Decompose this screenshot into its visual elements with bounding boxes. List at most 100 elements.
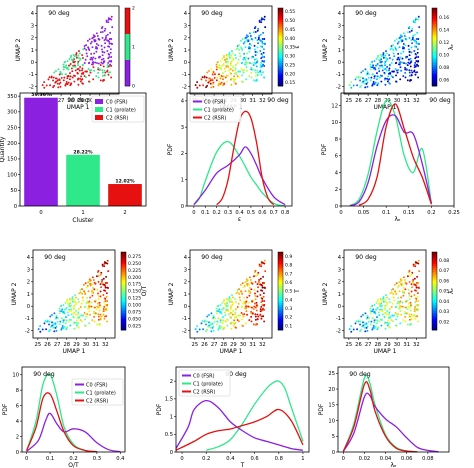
data-point (399, 56, 402, 59)
data-point (235, 72, 238, 75)
data-point (76, 71, 79, 74)
data-point (101, 69, 104, 72)
data-point (232, 77, 235, 80)
data-point (250, 71, 253, 74)
colorbar-segment (121, 289, 126, 292)
colorbar-segment (432, 267, 437, 270)
data-point (101, 25, 104, 28)
data-point (48, 76, 51, 79)
data-point (396, 71, 399, 74)
data-point (207, 77, 210, 80)
colorbar-segment (278, 31, 283, 34)
data-point (350, 81, 353, 84)
data-point (103, 265, 106, 268)
data-point (215, 79, 218, 82)
data-point (86, 300, 89, 303)
data-point (404, 282, 407, 285)
colorbar: 0.150.200.250.300.350.400.450.500.55ε (277, 7, 301, 87)
data-point (392, 292, 395, 295)
data-point (80, 72, 83, 75)
y-tick-label: 200 (7, 141, 17, 147)
colorbar-segment (432, 41, 437, 44)
data-point (409, 309, 412, 312)
data-point (388, 78, 391, 81)
colorbar-segment (432, 322, 437, 325)
data-point (411, 315, 414, 318)
data-point (408, 69, 411, 72)
data-point (228, 53, 231, 56)
y-tick-label: 250 (7, 125, 17, 131)
colorbar-segment (278, 318, 283, 321)
y-axis-label: UMAP 2 (15, 38, 22, 61)
data-point (201, 320, 204, 323)
data-point (243, 300, 246, 303)
data-point (377, 54, 380, 57)
data-point (243, 296, 246, 299)
data-point (91, 291, 93, 294)
data-point (408, 306, 411, 309)
data-point (103, 289, 106, 292)
data-point (254, 30, 257, 33)
colorbar-label: λₑ (448, 43, 455, 50)
data-point (229, 322, 232, 325)
y-tick-label: 4 (335, 170, 339, 176)
data-point (376, 75, 379, 78)
data-point (76, 316, 79, 319)
data-point (390, 306, 393, 308)
data-point (77, 56, 80, 59)
y-tick-label: 150 (7, 157, 17, 163)
data-point (384, 298, 387, 301)
data-point (403, 306, 405, 308)
data-point (63, 325, 66, 328)
data-point (232, 310, 235, 312)
data-point (216, 320, 219, 323)
data-point (81, 67, 84, 70)
colorbar-segment (432, 9, 437, 13)
data-point (89, 58, 92, 61)
data-point (106, 303, 109, 306)
data-point (254, 48, 256, 51)
colorbar-segment (278, 306, 283, 309)
y-tick-label: 350 (7, 94, 17, 100)
data-point (247, 57, 250, 60)
data-point (240, 62, 243, 65)
colorbar-label: T (294, 289, 301, 294)
data-point (238, 320, 240, 323)
data-point (236, 47, 239, 50)
x-tick-label: 0.8 (275, 456, 283, 462)
colorbar-segment (432, 265, 437, 268)
data-point (399, 61, 402, 63)
x-tick-label: 25 (346, 98, 353, 104)
y-tick-label: 3 (184, 267, 187, 273)
data-point (79, 306, 82, 308)
data-point (221, 322, 224, 325)
data-point (223, 82, 226, 85)
data-point (386, 301, 389, 304)
y-tick-label: 8 (335, 137, 338, 143)
data-point (66, 60, 69, 62)
data-point (402, 46, 404, 48)
data-point (410, 69, 413, 72)
colorbar-segment (121, 308, 126, 311)
data-point (226, 308, 229, 311)
y-tick-label: 2 (27, 280, 30, 286)
panel-title: 90 deg (48, 10, 70, 17)
data-point (87, 67, 90, 70)
colorbar-segment (278, 78, 283, 81)
panel-title: 90 deg (33, 371, 55, 378)
data-point (41, 84, 44, 87)
colorbar-segment (278, 13, 283, 17)
colorbar-segment (278, 312, 283, 315)
colorbar-tick-label: 0.08 (439, 65, 449, 71)
data-point (245, 66, 248, 69)
data-point (215, 312, 218, 315)
colorbar-segment (121, 318, 126, 321)
data-point (211, 322, 214, 325)
data-point (388, 67, 391, 70)
data-point (74, 313, 77, 316)
data-point (235, 82, 237, 85)
data-point (254, 294, 257, 297)
data-point (228, 297, 231, 300)
data-point (91, 276, 94, 279)
x-tick-label: 30 (394, 98, 401, 104)
